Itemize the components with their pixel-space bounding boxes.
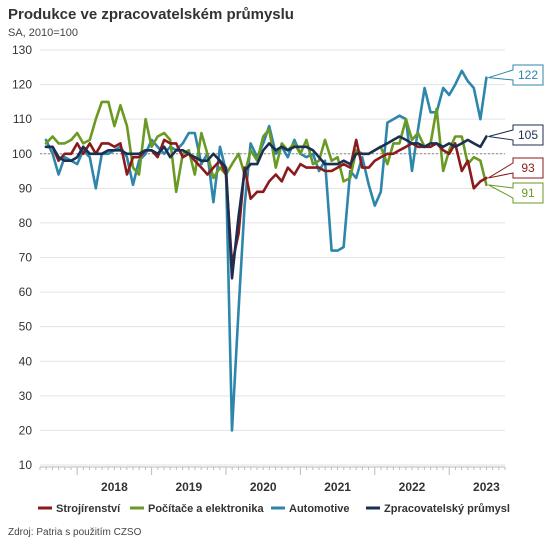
y-tick-label: 50 xyxy=(19,320,33,334)
end-label-value: 105 xyxy=(518,128,538,142)
x-tick-label-2021: 2021 xyxy=(324,480,351,494)
legend-item: Zpracovatelský průmysl xyxy=(366,503,510,515)
y-tick-label: 60 xyxy=(19,285,33,299)
end-label-122: 122 xyxy=(488,64,544,86)
y-tick-label: 130 xyxy=(12,43,32,57)
legend-label: Automotive xyxy=(289,503,350,515)
end-label-105: 105 xyxy=(488,124,544,146)
legend-label: Počítače a elektronika xyxy=(148,503,264,515)
y-tick-label: 30 xyxy=(19,389,33,403)
series-line-automotive xyxy=(44,69,488,432)
x-tick-label-2018: 2018 xyxy=(101,480,128,494)
end-label-value: 122 xyxy=(518,68,538,82)
y-tick-label: 90 xyxy=(19,181,33,195)
end-label-box xyxy=(488,124,544,146)
y-tick-label: 80 xyxy=(19,216,33,230)
series-line-zpracovatelsky-prumysl xyxy=(44,135,488,280)
x-tick-label-2022: 2022 xyxy=(399,480,426,494)
chart-title: Produkce ve zpracovatelském průmyslu xyxy=(8,6,294,23)
x-tick-label-2020: 2020 xyxy=(250,480,277,494)
y-tick-label: 70 xyxy=(19,251,33,265)
chart-subtitle: SA, 2010=100 xyxy=(8,27,79,39)
legend-label: Strojírenství xyxy=(56,503,121,515)
end-label-91: 91 xyxy=(488,182,544,204)
x-tick-label-2023: 2023 xyxy=(473,480,500,494)
end-label-93: 93 xyxy=(488,157,544,179)
legend-item: Strojírenství xyxy=(38,503,121,515)
series-line-pocitace-a-elektronika xyxy=(44,100,488,194)
y-tick-label: 10 xyxy=(19,458,33,472)
end-label-box xyxy=(488,182,544,204)
end-label-box xyxy=(488,64,544,86)
end-label-box xyxy=(488,157,544,179)
end-label-value: 93 xyxy=(521,161,535,175)
legend-label: Zpracovatelský průmysl xyxy=(384,503,510,515)
y-tick-label: 20 xyxy=(19,423,33,437)
x-tick-label-2019: 2019 xyxy=(175,480,202,494)
y-tick-label: 100 xyxy=(12,147,32,161)
series-line-strojirenstvi xyxy=(44,138,488,266)
legend: Strojírenství Počítače a elektronika Autom… xyxy=(38,503,510,515)
series-lines xyxy=(44,69,488,432)
legend-item: Počítače a elektronika xyxy=(130,503,264,515)
end-labels: 122 91 93 105 xyxy=(488,64,544,204)
legend-item: Automotive xyxy=(271,503,350,515)
y-tick-label: 110 xyxy=(13,112,32,126)
y-tick-label: 40 xyxy=(19,354,33,368)
axes: 10 20 30 40 50 60 70 80 90 100 110 120 130 2018 2019 20… xyxy=(12,43,506,494)
source-note: Zdroj: Patria s použitím CZSO xyxy=(8,527,142,538)
y-tick-label: 120 xyxy=(12,78,32,92)
end-label-value: 91 xyxy=(521,186,535,200)
